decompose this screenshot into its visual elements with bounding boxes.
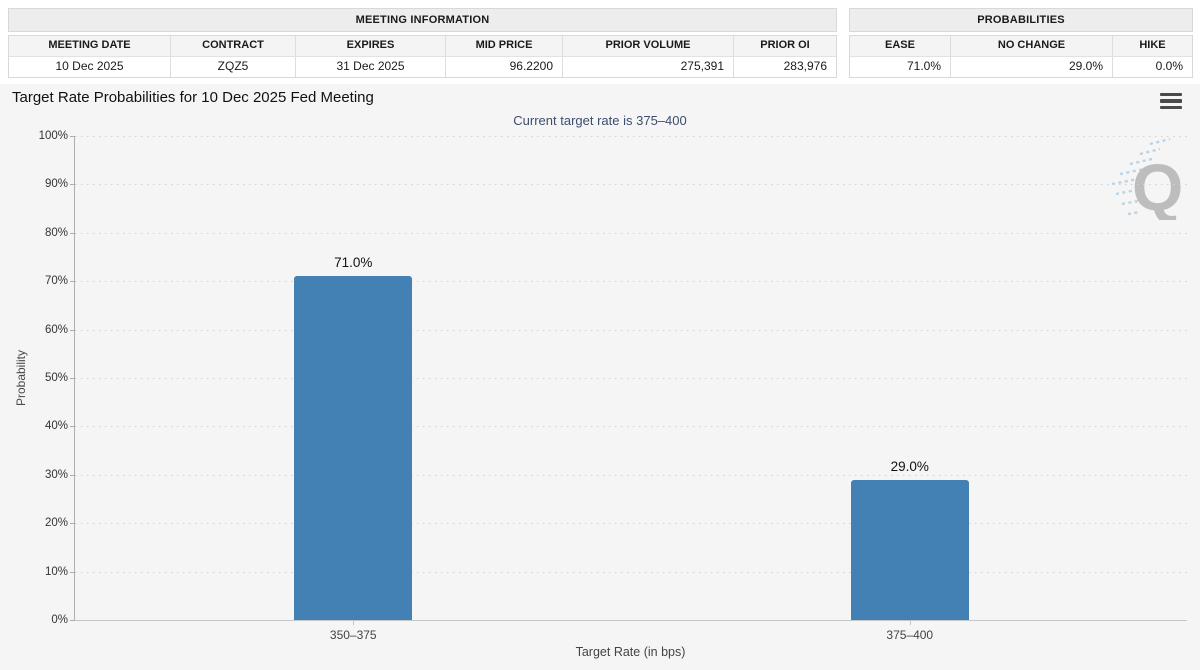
no-change-value: 29.0% (951, 57, 1113, 77)
hamburger-bar (1160, 93, 1182, 97)
y-tick-mark-0 (70, 620, 75, 621)
meeting-info-header-row: MEETING DATE CONTRACT EXPIRES MID PRICE … (9, 36, 836, 57)
y-tick-mark-10 (70, 571, 75, 573)
col-prior-oi: PRIOR OI (760, 39, 810, 51)
col-ease: EASE (850, 36, 951, 56)
y-tick-label-70: 70% (44, 275, 68, 288)
x-axis-baseline (75, 620, 1187, 621)
y-tick-mark-80 (70, 232, 75, 234)
gridline-80 (75, 232, 1187, 234)
prior-oi-value: 283,976 (783, 59, 827, 73)
gridline-40 (75, 426, 1187, 428)
bar-350–375 (294, 276, 413, 620)
meeting-info-title: MEETING INFORMATION (8, 8, 837, 32)
meeting-info-table: MEETING INFORMATION MEETING DATE CONTRAC… (8, 8, 837, 78)
col-no-change: NO CHANGE (951, 36, 1113, 56)
y-tick-label-50: 50% (44, 372, 68, 384)
ease-value: 71.0% (850, 57, 951, 77)
x-tick-label-375–400: 375–400 (886, 628, 934, 642)
x-axis-title: Target Rate (in bps) (575, 645, 686, 659)
probabilities-header-row: EASE NO CHANGE HIKE (850, 36, 1192, 57)
contract-value: ZQZ5 (171, 57, 296, 77)
gridline-50 (75, 378, 1187, 379)
col-meeting-date: MEETING DATE (9, 36, 171, 56)
hamburger-menu-icon[interactable] (1160, 93, 1182, 109)
expires-value: 31 Dec 2025 (296, 57, 446, 77)
probabilities-table: PROBABILITIES EASE NO CHANGE HIKE 71.0% … (849, 8, 1193, 78)
probabilities-data-row: 71.0% 29.0% 0.0% (850, 57, 1192, 77)
y-tick-mark-100 (70, 136, 75, 137)
bar-375–400 (850, 479, 969, 620)
y-tick-label-30: 30% (44, 468, 68, 481)
col-expires: EXPIRES (296, 36, 446, 56)
gridline-60 (75, 329, 1187, 331)
meeting-info-grid: MEETING DATE CONTRACT EXPIRES MID PRICE … (8, 35, 837, 78)
meeting-date-value: 10 Dec 2025 (9, 57, 171, 77)
probabilities-title: PROBABILITIES (849, 8, 1193, 32)
y-tick-mark-50 (70, 378, 75, 379)
y-tick-mark-30 (70, 474, 75, 476)
y-tick-label-80: 80% (44, 226, 68, 239)
y-tick-mark-40 (70, 426, 75, 428)
hamburger-bar (1160, 99, 1182, 103)
gridline-30 (75, 474, 1187, 476)
mid-price-value: 96.2200 (446, 57, 563, 77)
y-tick-mark-20 (70, 523, 75, 525)
bar-value-350–375: 71.0% (334, 255, 373, 271)
bar-value-375–400: 29.0% (890, 458, 929, 474)
y-tick-label-90: 90% (44, 178, 68, 191)
hike-value: 0.0% (1155, 59, 1183, 73)
x-tick-mark-350–375 (353, 620, 355, 625)
y-tick-mark-70 (70, 281, 75, 283)
chart-section: Target Rate Probabilities for 10 Dec 202… (0, 84, 1200, 670)
gridline-20 (75, 523, 1187, 525)
x-tick-mark-375–400 (909, 620, 911, 625)
y-tick-label-100: 100% (38, 130, 68, 142)
gridline-100 (75, 136, 1187, 137)
y-tick-label-60: 60% (44, 323, 68, 336)
col-contract: CONTRACT (171, 36, 296, 56)
col-prior-volume: PRIOR VOLUME (563, 36, 734, 56)
chart-title: Target Rate Probabilities for 10 Dec 202… (12, 89, 374, 106)
x-tick-label-350–375: 350–375 (329, 628, 377, 642)
gridline-90 (75, 184, 1187, 186)
col-mid-price: MID PRICE (446, 36, 563, 56)
gridline-70 (75, 281, 1187, 283)
chart-subtitle: Current target rate is 375–400 (513, 113, 687, 128)
y-tick-label-40: 40% (44, 420, 68, 433)
meeting-info-data-row: 10 Dec 2025 ZQZ5 31 Dec 2025 96.2200 275… (9, 57, 836, 77)
hamburger-bar (1160, 105, 1182, 109)
gridline-10 (75, 571, 1187, 573)
col-hike: HIKE (1139, 39, 1166, 51)
y-tick-label-0: 0% (51, 614, 68, 626)
y-tick-mark-90 (70, 184, 75, 186)
y-tick-label-10: 10% (44, 565, 68, 578)
prior-volume-value: 275,391 (563, 57, 734, 77)
plot-area: 0% 10% 20% 30% 40% 50% 60% 70% 80% 90% 100% 71.0% 35… (39, 130, 1187, 642)
y-tick-label-20: 20% (44, 517, 68, 530)
y-tick-mark-60 (70, 329, 75, 331)
probabilities-grid: EASE NO CHANGE HIKE 71.0% 29.0% 0.0% (849, 35, 1193, 78)
